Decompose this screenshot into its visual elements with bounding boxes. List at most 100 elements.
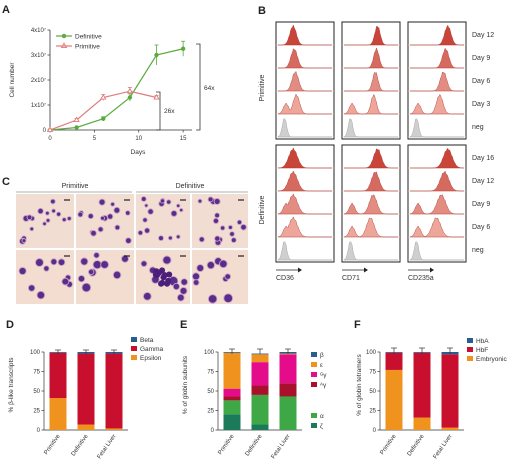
cell-nucleus [30,227,34,231]
bar-segment [77,353,95,425]
histogram [277,193,332,215]
y-tick-label: 3x10⁷ [31,52,46,59]
cell-nucleus [231,238,236,243]
legend-marker-definitive [61,33,67,39]
histogram [410,24,464,46]
legend: Beta Gamma Epsilon [131,337,164,362]
legend-swatch-hbf [467,347,473,352]
micrograph-header-definitive: Definitive [176,183,205,190]
y-tick-label: 0 [37,428,41,434]
cell-cluster [166,271,173,278]
cell-nucleus [52,209,56,213]
growth-curve-chart: 0 5 10 15 0 1x10⁷ 2x10⁷ 3x10⁷ 4x10⁷ Days Cell n… [9,27,215,156]
cell-nucleus [192,273,200,280]
legend-label-ag: ᴬγ [319,381,327,389]
cell-cluster [161,272,168,279]
cell-nucleus [45,211,49,215]
histogram [410,147,465,169]
arrow-head-icon [364,267,368,273]
legend-swatch-alpha [311,413,317,418]
y-axis-label: % of globin tetramers [356,354,363,416]
cell-nucleus [180,287,187,294]
row-label: Day 12 [472,178,494,185]
legend-swatch-ag [311,382,317,387]
beta-like-transcripts-chart: % β-like transcripts Beta Gamma Epsilon … [8,337,164,460]
histogram [344,171,398,192]
histogram [277,170,332,192]
legend-swatch-beta [131,337,137,342]
cell-nucleus [176,204,180,208]
y-axis-label: Cell number [9,62,16,98]
cell-nucleus [78,212,83,217]
legend-label-hbf: HbF [476,347,488,354]
cell-nucleus [181,279,188,285]
data-point [101,116,106,121]
row-label: Day 6 [472,78,490,85]
cell-nucleus [107,214,113,219]
legend-label-definitive: Definitive [75,34,102,41]
histogram [410,170,464,192]
cell-nucleus [177,294,184,301]
legend: β ε ᴳγ ᴬγ α ζ [311,352,327,430]
y-tick-label: 75 [369,370,376,376]
cell-nucleus [163,256,171,264]
cell-nucleus [198,199,202,203]
histogram [343,241,398,261]
cell-nucleus [101,261,109,269]
cell-nucleus [158,236,164,241]
data-point [100,93,107,100]
legend: Definitive Primitive [56,34,102,51]
cell-nucleus [62,218,66,222]
legend: HbA HbF Embryonic [467,338,507,363]
cell-nucleus [171,211,177,217]
cell-nucleus [58,259,65,266]
bar-segment [413,417,431,430]
bar-segment [385,369,403,430]
x-tick-label: Primitive [218,433,236,456]
cell-nucleus [27,215,32,220]
bar-segment [223,400,241,415]
y-tick-label: 0 [43,128,47,134]
cell-nucleus [51,259,57,265]
histogram [277,147,332,169]
histogram [344,26,398,46]
data-point [180,46,186,51]
arrow-head-icon [430,267,434,273]
legend-swatch-epsilon [131,355,137,360]
marker-label: CD235a [408,275,434,282]
cell-nucleus [111,202,115,206]
panel-letter-e: E [180,319,187,331]
histogram [409,241,464,261]
data-point [153,93,160,100]
cell-nucleus [67,216,71,221]
y-tick-label: 100 [204,350,215,356]
legend-label-beta: Beta [140,337,154,344]
x-tick-label: Fetal Liver [433,434,454,460]
y-tick-label: 25 [207,409,214,415]
bar-segment [223,352,241,389]
bracket-26x [156,91,161,131]
x-tick-label: 15 [180,136,187,142]
legend-label-gg: ᴳγ [320,372,327,379]
bar-segment [223,388,241,397]
cell-nucleus [176,235,180,239]
panel-letter-c: C [2,176,10,188]
histogram [278,71,332,92]
micrograph-tile [16,250,74,304]
cell-nucleus [22,239,26,243]
cell-nucleus [125,211,130,215]
histogram-frame [407,21,467,140]
legend-swatch-embryonic [467,356,473,361]
cell-nucleus [225,274,231,279]
y-tick-label: 75 [33,370,40,376]
row-label: Day 6 [472,224,490,231]
marker-label: CD71 [342,275,360,282]
cell-nucleus [208,197,213,202]
bar-segment [105,353,123,429]
data-point [74,125,79,130]
histogram-frame [407,144,467,263]
cell-nucleus [78,275,85,282]
cell-nucleus [166,200,171,204]
histogram [343,217,398,238]
